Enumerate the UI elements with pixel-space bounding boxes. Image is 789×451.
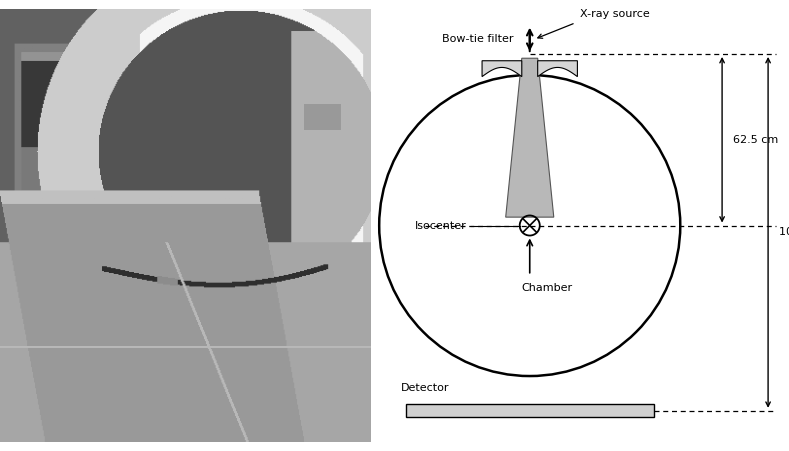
Polygon shape	[482, 61, 522, 77]
Text: Chamber: Chamber	[521, 283, 572, 293]
Text: 62.5 cm: 62.5 cm	[732, 135, 778, 145]
Polygon shape	[537, 61, 578, 77]
Text: X-ray source: X-ray source	[580, 9, 649, 19]
Text: Isocenter: Isocenter	[415, 221, 467, 230]
Text: Bow-tie filter: Bow-tie filter	[442, 34, 514, 44]
Polygon shape	[506, 58, 554, 217]
Text: 109.8 cm: 109.8 cm	[779, 227, 789, 237]
Text: Detector: Detector	[402, 383, 450, 393]
Bar	[406, 405, 654, 417]
